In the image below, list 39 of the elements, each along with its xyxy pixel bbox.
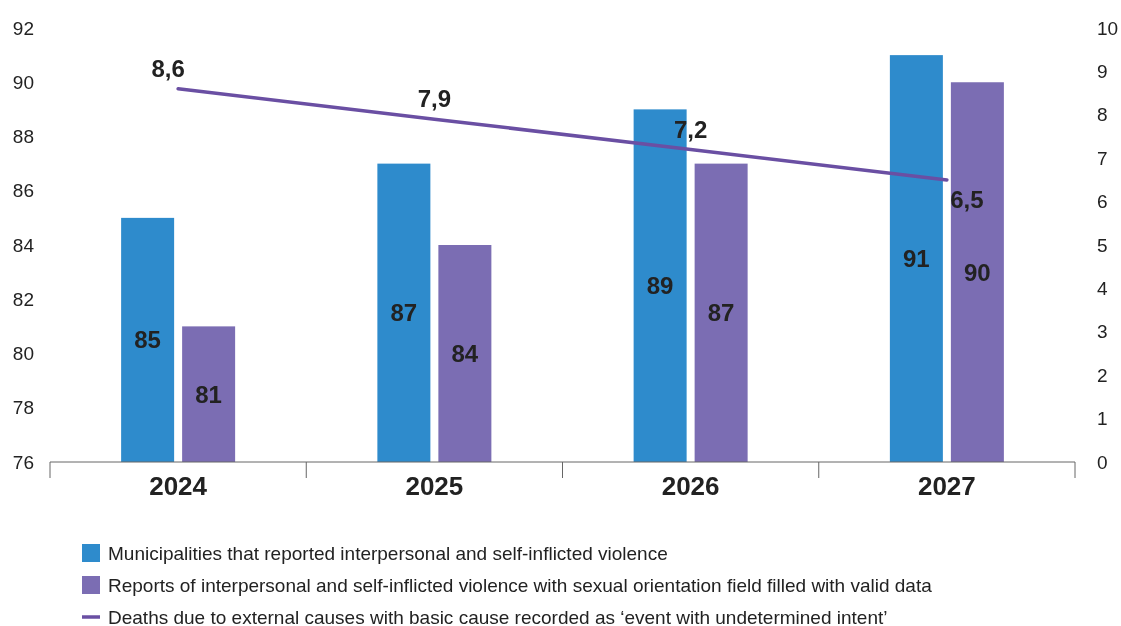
y2-tick-label: 3 <box>1097 321 1108 343</box>
y-tick-label: 78 <box>12 397 34 419</box>
data-label: 87 <box>707 299 735 327</box>
x-tick-label: 2025 <box>405 471 464 501</box>
x-tick-label: 2027 <box>917 471 976 501</box>
y2-tick-label: 5 <box>1097 234 1108 256</box>
y-tick-label: 76 <box>12 451 34 473</box>
y2-tick-label: 10 <box>1097 17 1119 39</box>
data-label: 91 <box>903 244 930 272</box>
data-label: 89 <box>646 272 674 300</box>
x-tick-label: 2024 <box>149 471 208 501</box>
legend-label: Reports of interpersonal and self-inflicted violence with sexual orientation field filled with valid data <box>108 574 933 596</box>
y-tick-label: 90 <box>12 71 34 93</box>
legend-label: Deaths due to external causes with basic cause recorded as ‘event with undetermined intent’ <box>108 606 888 626</box>
data-label: 81 <box>195 380 222 408</box>
y-tick-label: 86 <box>12 180 34 202</box>
line-series <box>176 87 949 182</box>
y2-tick-label: 6 <box>1097 191 1108 213</box>
legend-label: Municipalities that reported interpersonal and self-inflicted violence <box>108 542 668 564</box>
data-label: 87 <box>390 299 418 327</box>
y2-tick-label: 7 <box>1097 147 1108 169</box>
data-label: 8,6 <box>151 54 185 82</box>
y-tick-label: 84 <box>12 234 35 256</box>
y2-tick-label: 2 <box>1097 364 1108 386</box>
data-label: 84 <box>451 339 479 367</box>
y-tick-label: 82 <box>12 288 34 310</box>
x-tick-label: 2026 <box>661 471 720 501</box>
y2-tick-label: 4 <box>1097 278 1108 300</box>
data-label: 7,9 <box>417 85 452 113</box>
y2-tick-label: 1 <box>1097 408 1108 430</box>
y2-tick-label: 0 <box>1097 451 1108 473</box>
y-tick-label: 92 <box>12 17 34 39</box>
y-tick-label: 88 <box>12 126 34 148</box>
y2-tick-label: 8 <box>1097 104 1108 126</box>
y-tick-label: 80 <box>12 343 34 365</box>
data-label: 90 <box>964 258 991 286</box>
y2-tick-label: 9 <box>1097 61 1108 83</box>
data-label: 6,5 <box>950 185 984 213</box>
data-label: 85 <box>134 326 161 354</box>
